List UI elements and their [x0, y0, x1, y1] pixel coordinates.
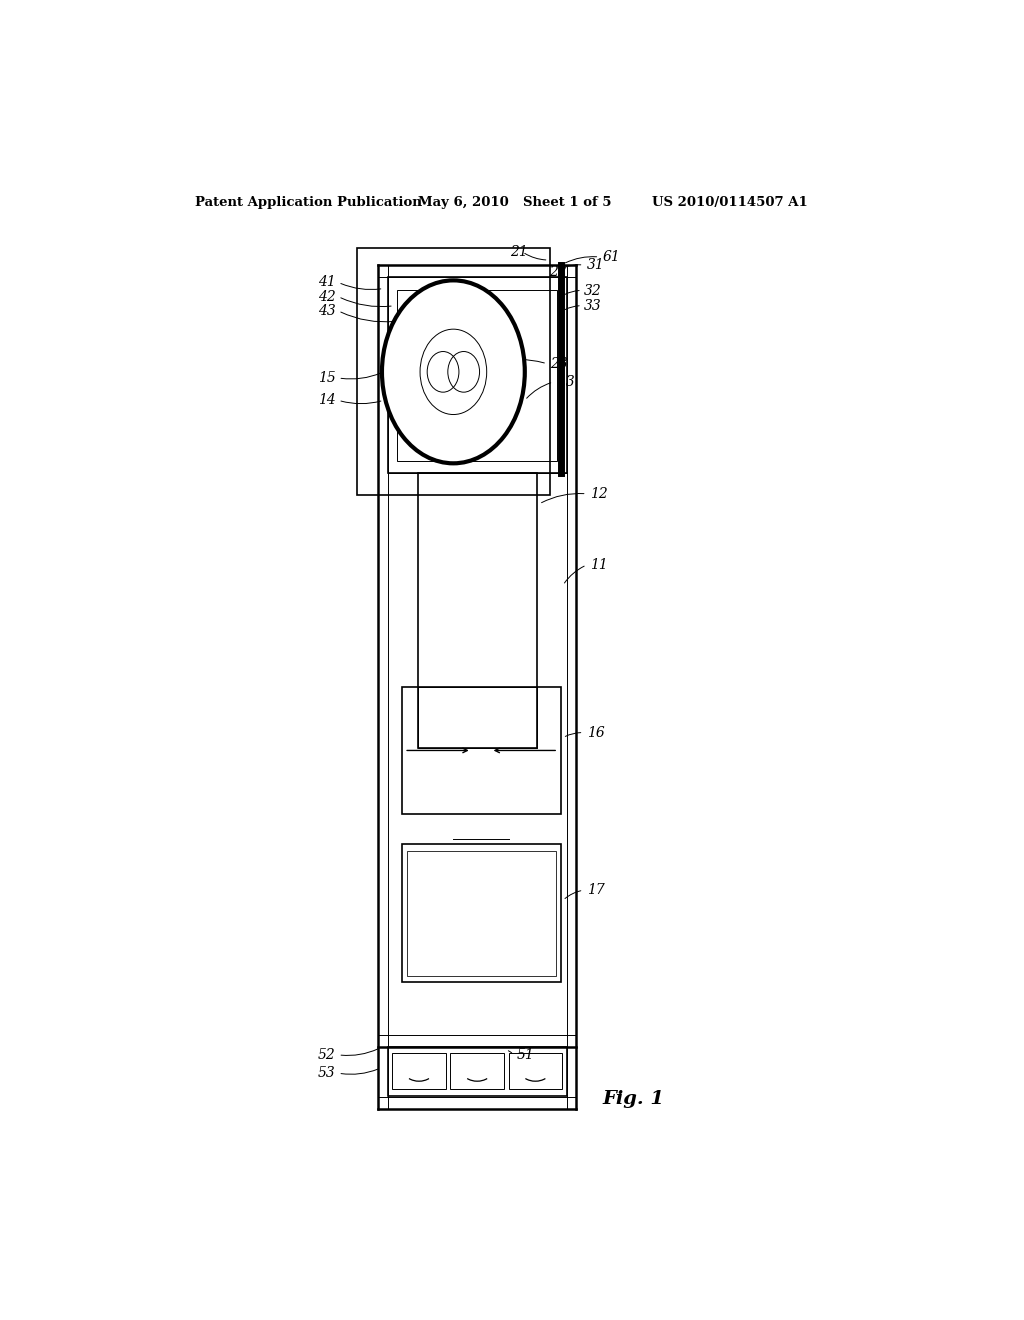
Text: 51: 51 — [517, 1048, 535, 1061]
Text: May 6, 2010: May 6, 2010 — [418, 195, 508, 209]
Text: 17: 17 — [587, 883, 604, 898]
Text: 22: 22 — [549, 265, 566, 280]
Ellipse shape — [466, 302, 488, 325]
Text: Patent Application Publication: Patent Application Publication — [196, 195, 422, 209]
Bar — [451, 1053, 504, 1089]
Bar — [387, 1047, 567, 1096]
Text: 12: 12 — [590, 487, 607, 500]
Circle shape — [382, 280, 524, 463]
Ellipse shape — [404, 302, 426, 325]
Bar — [401, 845, 560, 982]
Text: 23: 23 — [550, 356, 568, 371]
Text: Fig. 1: Fig. 1 — [602, 1089, 665, 1107]
Text: 21: 21 — [511, 246, 528, 259]
Text: 11: 11 — [590, 558, 607, 572]
Text: 32: 32 — [585, 284, 602, 297]
Text: 42: 42 — [318, 289, 336, 304]
Text: Sheet 1 of 5: Sheet 1 of 5 — [523, 195, 611, 209]
Bar — [418, 686, 537, 748]
Text: 33: 33 — [585, 298, 602, 313]
Text: 15: 15 — [318, 371, 336, 385]
Text: 41: 41 — [318, 276, 336, 289]
Bar — [357, 248, 550, 495]
Text: 53: 53 — [318, 1067, 336, 1080]
Text: 52: 52 — [318, 1048, 336, 1061]
Bar — [401, 686, 560, 814]
Text: US 2010/0114507 A1: US 2010/0114507 A1 — [652, 195, 808, 209]
Ellipse shape — [435, 302, 458, 325]
Bar — [509, 1053, 562, 1089]
Bar — [387, 277, 567, 474]
Text: 43: 43 — [318, 304, 336, 318]
Bar — [418, 474, 537, 748]
Text: 13: 13 — [557, 375, 574, 389]
Text: 31: 31 — [587, 259, 604, 272]
Bar — [397, 289, 557, 461]
Text: 14: 14 — [318, 393, 336, 408]
Text: 16: 16 — [587, 726, 604, 739]
Bar — [392, 1053, 445, 1089]
Text: 61: 61 — [602, 249, 621, 264]
Bar — [407, 850, 556, 975]
